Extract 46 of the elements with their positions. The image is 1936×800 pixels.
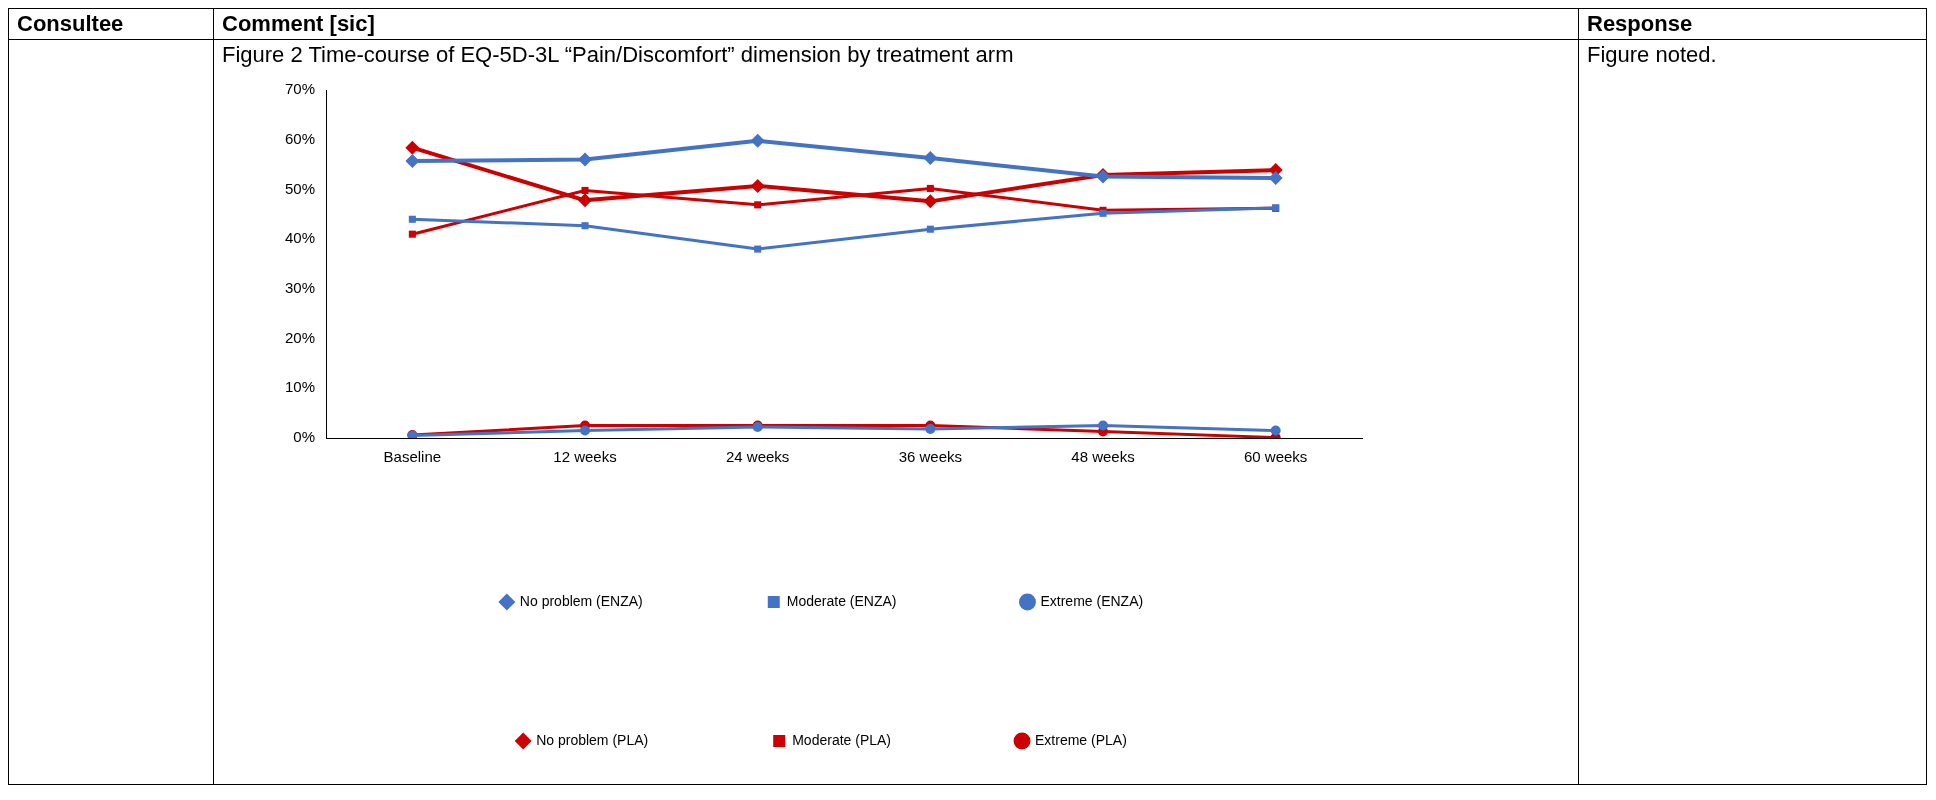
point bbox=[1270, 425, 1281, 436]
y-tick-label: 0% bbox=[293, 428, 316, 446]
point bbox=[923, 194, 938, 209]
point bbox=[750, 133, 765, 148]
legend-label: No problem (PLA) bbox=[536, 731, 649, 748]
x-tick-label: Baseline bbox=[383, 448, 442, 466]
legend-label: No problem (ENZA) bbox=[519, 592, 643, 609]
point bbox=[578, 152, 593, 167]
x-tick-label: 60 weeks bbox=[1243, 448, 1308, 466]
point bbox=[750, 178, 765, 193]
point bbox=[405, 154, 420, 169]
y-tick-label: 50% bbox=[284, 179, 316, 197]
x-tick-label: 24 weeks bbox=[725, 448, 790, 466]
point bbox=[408, 215, 416, 223]
point bbox=[405, 140, 420, 155]
point bbox=[926, 184, 934, 192]
point bbox=[580, 425, 591, 436]
text: Figure noted. bbox=[1578, 39, 1927, 785]
legend-label: Extreme (ENZA) bbox=[1040, 592, 1144, 609]
x-tick-label: 36 weeks bbox=[898, 448, 963, 466]
x-tick-label: 12 weeks bbox=[553, 448, 617, 466]
point bbox=[925, 424, 936, 435]
chart-title: Figure 2 Time-course of EQ-5D-3L “Pain/Discomfort” dimension by treatment arm bbox=[222, 42, 1015, 68]
text: Consultee bbox=[8, 8, 214, 40]
point bbox=[923, 151, 938, 166]
point bbox=[408, 230, 416, 238]
legend-label: Moderate (ENZA) bbox=[786, 592, 897, 609]
point bbox=[1098, 420, 1109, 431]
legend-label: Moderate (PLA) bbox=[792, 731, 892, 748]
text: Comment [sic] bbox=[213, 8, 1579, 40]
legend-label: Extreme (PLA) bbox=[1035, 731, 1127, 748]
x-tick-label: 48 weeks bbox=[1071, 448, 1135, 466]
point bbox=[1268, 170, 1283, 185]
point bbox=[581, 186, 589, 194]
y-tick-label: 40% bbox=[284, 229, 316, 247]
y-tick-label: 10% bbox=[284, 378, 316, 396]
y-tick-label: 70% bbox=[284, 80, 316, 98]
point bbox=[581, 222, 589, 230]
point bbox=[926, 225, 934, 233]
point bbox=[754, 245, 762, 253]
point bbox=[578, 193, 593, 208]
y-tick-label: 60% bbox=[284, 129, 316, 147]
y-tick-label: 20% bbox=[284, 328, 316, 346]
point bbox=[754, 201, 762, 209]
y-tick-label: 30% bbox=[284, 279, 316, 296]
text: Response bbox=[1578, 8, 1927, 40]
